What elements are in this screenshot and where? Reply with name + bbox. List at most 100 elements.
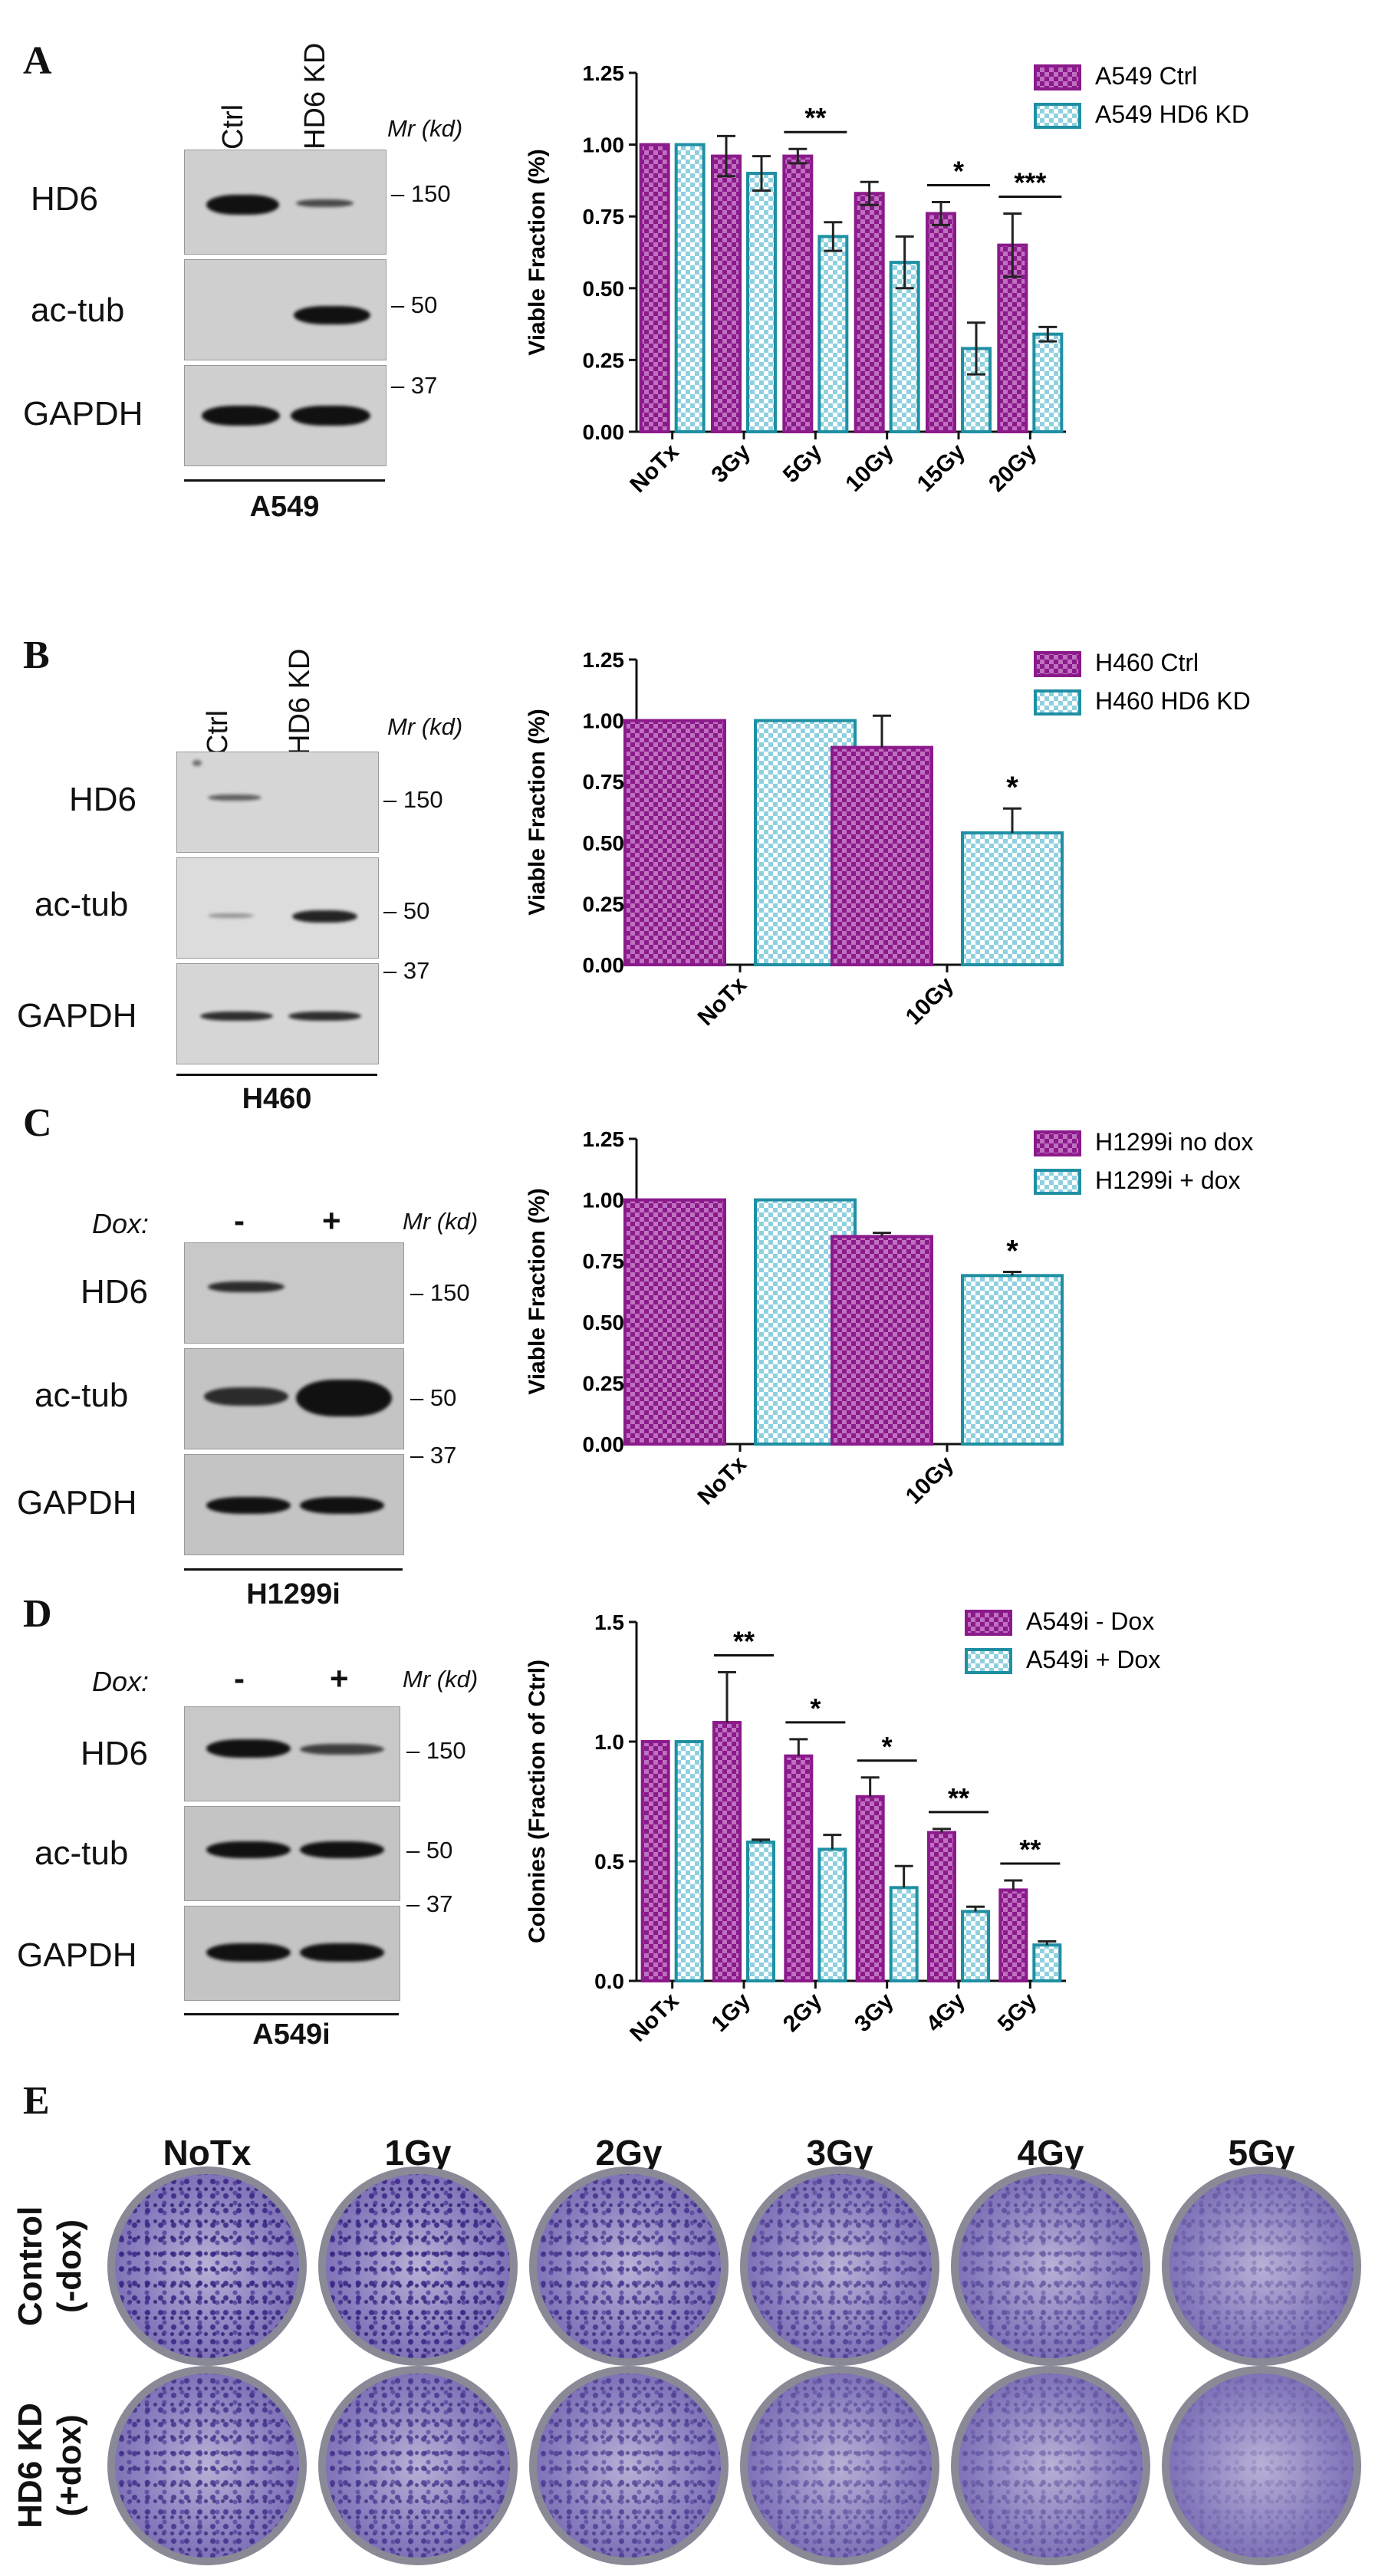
cell-line-label: H460 <box>242 1083 312 1115</box>
bar <box>782 154 814 434</box>
dox-label: Dox: <box>92 1208 150 1239</box>
marker-150: – 150 <box>383 786 443 813</box>
blot-actub <box>184 1806 400 1901</box>
chart-b: Viable Fraction (%) 0.00 0.25 0.50 0.75 1.00 1… <box>525 648 1251 1031</box>
plate-col-header: 5Gy <box>1228 2133 1295 2173</box>
colony-dots <box>959 2174 1143 2358</box>
band <box>296 1380 392 1416</box>
band <box>208 913 254 918</box>
bar <box>1032 1943 1062 1983</box>
marker-50: – 50 <box>410 1384 457 1411</box>
marker-37: – 37 <box>383 957 430 984</box>
colony-plate <box>529 2166 729 2366</box>
legend-swatch <box>1034 1169 1081 1195</box>
significance-star: ** <box>804 102 826 133</box>
legend-label: A549 HD6 KD <box>1095 100 1249 128</box>
blot-hd6 <box>184 1706 400 1801</box>
legend-swatch <box>965 1610 1012 1636</box>
blot-row-gapdh: GAPDH <box>17 1484 137 1522</box>
legend-label: H460 HD6 KD <box>1095 687 1251 715</box>
bar <box>927 1831 956 1982</box>
mr-label: Mr (kd) <box>403 1208 479 1235</box>
blot-row-hd6: HD6 <box>31 180 99 218</box>
bar <box>961 831 1064 966</box>
bar <box>855 1795 885 1983</box>
colony-dots <box>326 2174 510 2358</box>
chart-a: Viable Fraction (%) 0.00 0.25 0.50 0.75 1.00 1… <box>525 61 1249 498</box>
y-tick-label: 0.0 <box>594 1969 624 1993</box>
bar <box>1032 332 1064 434</box>
band <box>202 406 280 426</box>
y-tick-label: 0.25 <box>583 1371 625 1395</box>
blot-gapdh <box>184 1454 404 1555</box>
plate-col-header: 3Gy <box>806 2133 873 2173</box>
blot-hd6 <box>184 150 387 255</box>
bar <box>639 143 670 433</box>
plate-col-header: 2Gy <box>595 2133 663 2173</box>
blot-row-gapdh: GAPDH <box>17 1936 137 1974</box>
marker-50: – 50 <box>406 1837 453 1864</box>
bar <box>711 154 742 434</box>
colony-dots <box>959 2374 1143 2558</box>
band <box>206 195 279 215</box>
y-axis-label: Colonies (Fraction of Ctrl) <box>525 1660 550 1943</box>
y-tick-label: 0.75 <box>583 205 625 229</box>
marker-50: – 50 <box>383 897 430 924</box>
marker-150: – 150 <box>410 1279 470 1306</box>
panel-letter-e: E <box>23 2079 50 2123</box>
y-tick-label: 1.5 <box>594 1610 624 1634</box>
cell-line-underline <box>184 1568 403 1571</box>
sign-plus: + <box>322 1202 341 1239</box>
x-tick-label: 10Gy <box>901 972 959 1029</box>
colony-plate <box>529 2366 729 2565</box>
legend-label: H1299i no dox <box>1095 1128 1253 1156</box>
x-tick-label: NoTx <box>693 972 752 1031</box>
band <box>208 795 262 801</box>
blot-actub <box>184 1348 404 1449</box>
bar <box>623 1198 726 1446</box>
significance-star: * <box>810 1693 821 1724</box>
sign-plus: + <box>330 1660 349 1696</box>
y-tick-label: 0.5 <box>594 1850 624 1874</box>
x-tick-label: 10Gy <box>901 1451 959 1508</box>
blot-gapdh <box>184 1906 400 2001</box>
blot-row-actub: ac-tub <box>35 1834 129 1872</box>
colony-dots <box>1169 2174 1354 2358</box>
bar <box>961 1274 1064 1446</box>
significance-star: *** <box>1014 166 1046 198</box>
band <box>206 1497 291 1514</box>
sign-minus: - <box>234 1660 245 1696</box>
colony-dots <box>748 2374 932 2558</box>
blot-row-gapdh: GAPDH <box>23 395 143 433</box>
blot-gapdh <box>176 963 379 1064</box>
bar <box>746 1841 775 1983</box>
y-tick-label: 0.00 <box>583 1433 625 1456</box>
y-tick-label: 1.25 <box>583 648 625 672</box>
mr-label: Mr (kd) <box>387 115 463 142</box>
x-tick-label: 4Gy <box>922 1988 971 2037</box>
y-axis-label: Viable Fraction (%) <box>525 709 550 916</box>
significance-star: * <box>882 1731 893 1762</box>
blot-row-actub: ac-tub <box>35 886 129 923</box>
legend-swatch <box>965 1648 1012 1674</box>
blot-row-hd6: HD6 <box>81 1273 149 1311</box>
y-axis-label: Viable Fraction (%) <box>525 1188 550 1395</box>
y-tick-label: 1.00 <box>583 1189 625 1212</box>
blot-actub <box>184 259 387 360</box>
x-tick-label: 10Gy <box>840 439 898 496</box>
significance-star: * <box>953 155 964 186</box>
colony-dots <box>537 2174 721 2358</box>
band <box>294 306 370 324</box>
significance-star: ** <box>733 1626 755 1657</box>
legend-label: A549i + Dox <box>1026 1646 1160 1673</box>
bar <box>817 1847 847 1982</box>
plate-col-header: 4Gy <box>1017 2133 1084 2173</box>
x-tick-label: NoTx <box>625 439 684 498</box>
x-tick-label: 1Gy <box>707 1988 756 2037</box>
significance-star: * <box>1006 1235 1018 1268</box>
blot-row-hd6: HD6 <box>69 781 137 818</box>
x-tick-label: 15Gy <box>913 439 970 496</box>
blot-row-hd6: HD6 <box>81 1735 149 1772</box>
blot-col-ctrl: Ctrl <box>217 104 249 150</box>
x-tick-label: 3Gy <box>850 1988 899 2037</box>
